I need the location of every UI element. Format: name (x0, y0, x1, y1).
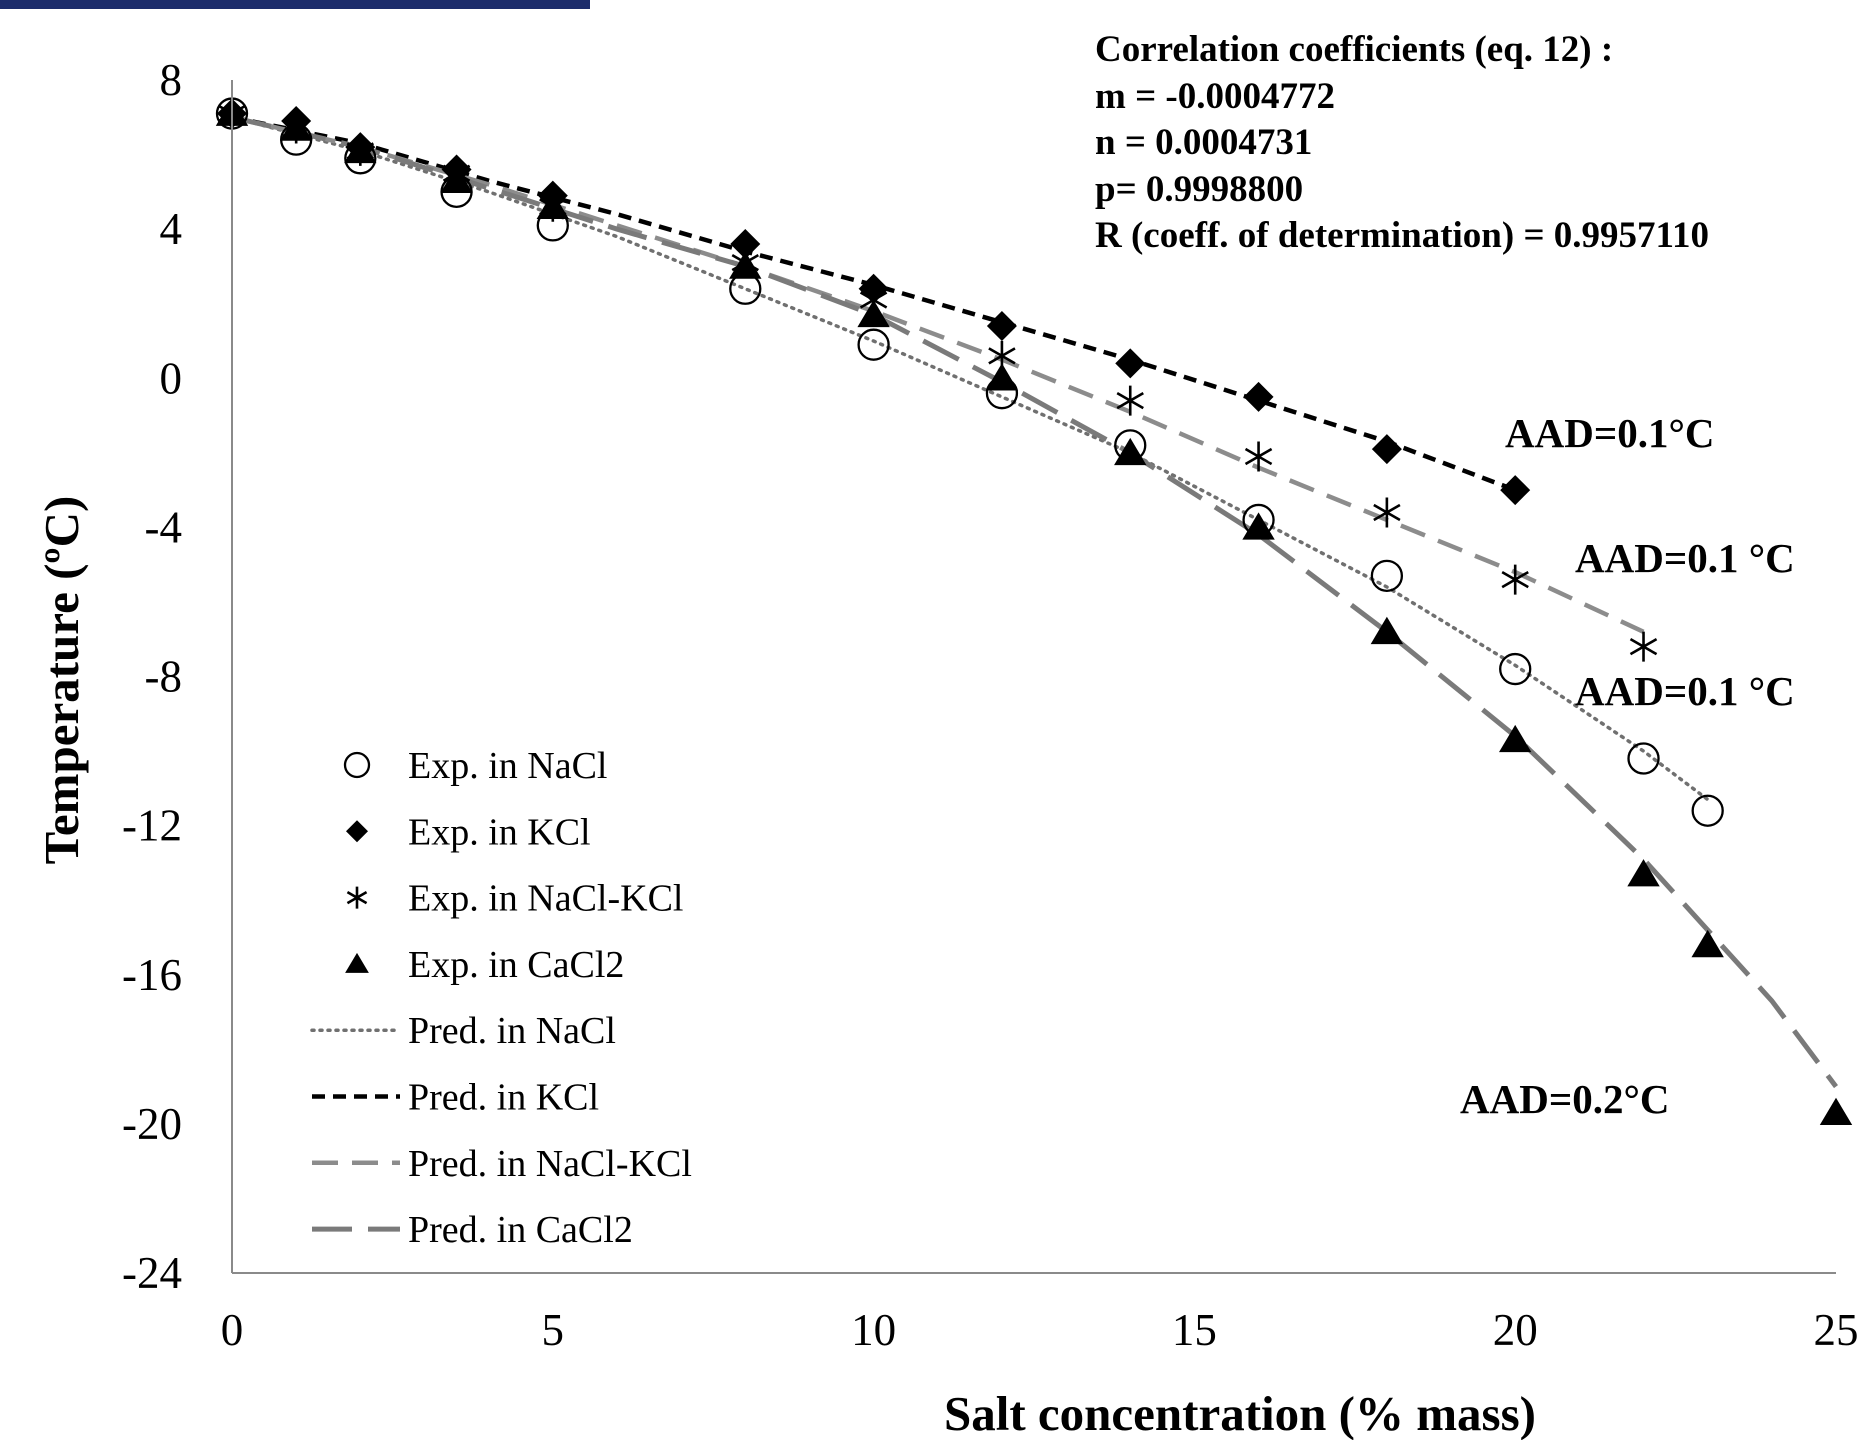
exp-in-kcl-point (730, 229, 761, 260)
aad-labels: AAD=0.1°C AAD=0.1 °C AAD=0.1 °C AAD=0.2°… (1460, 410, 1795, 1122)
prediction-lines (230, 114, 1839, 1089)
exp-in-nacl-kcl-point (1373, 497, 1401, 528)
legend-pred-in-kcl-label: Pred. in KCl (408, 1077, 599, 1119)
y-tick-label: -4 (145, 502, 183, 552)
legend-pred-in-cacl2-label: Pred. in CaCl2 (408, 1209, 633, 1251)
legend-exp-in-nacl-kcl-label: Exp. in NaCl-KCl (408, 878, 683, 920)
exp-in-nacl-point (1627, 742, 1660, 775)
exp-in-cacl2-point (440, 165, 473, 193)
coefficient-n: n = 0.0004731 (1095, 122, 1312, 163)
x-tick-label: 15 (1172, 1305, 1217, 1355)
y-tick-label: 0 (160, 353, 183, 403)
exp-in-cacl2-point (344, 135, 377, 164)
aad-label-cacl2: AAD=0.2°C (1460, 1076, 1669, 1122)
legend-exp-in-kcl-symbol (346, 820, 368, 843)
legend-exp-in-nacl-label: Exp. in NaCl (408, 745, 607, 787)
exp-in-cacl2-point (1499, 724, 1532, 753)
aad-label-nacl: AAD=0.1 °C (1575, 668, 1795, 714)
legend-exp-in-cacl2-symbol (345, 952, 369, 973)
pred-in-cacl2-line (231, 114, 1839, 1089)
exp-in-cacl2-point (729, 251, 762, 279)
exp-in-cacl2-point (536, 191, 569, 220)
exp-in-nacl-point (1370, 559, 1404, 592)
exp-in-cacl2-point (857, 299, 890, 328)
exp-in-nacl-kcl-point (1501, 564, 1529, 595)
x-tick-label: 25 (1814, 1305, 1859, 1355)
y-tick-label: -16 (122, 950, 182, 1000)
x-tick-label: 20 (1493, 1305, 1538, 1355)
legend-exp-in-nacl-kcl-symbol (346, 886, 368, 909)
exp-in-cacl2-point (279, 113, 313, 141)
exp-in-kcl-point (1115, 348, 1146, 379)
exp-in-cacl2-point (1370, 616, 1404, 645)
exp-in-nacl-kcl-point (1244, 441, 1273, 472)
exp-in-kcl-point (1500, 475, 1531, 506)
correlation-title: Correlation coefficients (eq. 12) : (1095, 29, 1613, 70)
x-tick-label: 5 (542, 1305, 565, 1355)
x-axis-title: Salt concentration (% mass) (944, 1386, 1536, 1440)
exp-in-cacl2-point (1691, 929, 1724, 958)
coefficient-r: R (coeff. of determination) = 0.9957110 (1095, 215, 1709, 256)
top-banner-bar (0, 0, 590, 9)
exp-in-kcl-point (986, 311, 1017, 342)
exp-in-cacl2-point (1819, 1097, 1853, 1125)
legend-pred-in-nacl-kcl-label: Pred. in NaCl-KCl (408, 1143, 692, 1185)
legend: Exp. in NaCl Exp. in KCl Exp. in NaCl-KCl E… (310, 745, 692, 1251)
legend-pred-in-nacl-label: Pred. in NaCl (408, 1010, 616, 1052)
y-tick-label: -8 (145, 652, 183, 702)
exp-in-cacl2-point (1242, 512, 1275, 540)
exp-in-nacl-point (1499, 652, 1532, 686)
exp-in-kcl-point (1371, 434, 1402, 465)
exp-in-cacl2-point (985, 363, 1019, 391)
axes (231, 80, 1836, 1274)
x-tick-labels: 0 5 10 15 20 25 (221, 1305, 1859, 1355)
coefficient-p: p= 0.9998800 (1095, 169, 1303, 210)
pred-in-nacl-line (230, 115, 1710, 802)
exp-in-kcl-point (1243, 381, 1274, 412)
aad-label-nacl-kcl: AAD=0.1 °C (1575, 535, 1795, 581)
legend-exp-in-nacl-symbol (343, 751, 371, 779)
aad-label-kcl: AAD=0.1°C (1505, 410, 1714, 456)
y-tick-labels: 8 4 0 -4 -8 -12 -16 -20 -24 (122, 55, 182, 1298)
coefficient-m: m = -0.0004772 (1095, 76, 1335, 117)
y-tick-label: 8 (160, 55, 183, 105)
exp-in-nacl-point (1691, 794, 1724, 827)
x-tick-label: 0 (221, 1305, 244, 1355)
y-axis-title: Temperature (ºC) (34, 496, 89, 865)
legend-exp-in-cacl2-label: Exp. in CaCl2 (408, 944, 624, 986)
y-tick-label: 4 (160, 204, 183, 254)
experimental-markers (215, 97, 1853, 1125)
exp-in-nacl-kcl-point (1116, 385, 1144, 416)
exp-in-cacl2-point (1114, 437, 1147, 466)
y-tick-label: -24 (122, 1248, 182, 1298)
exp-in-cacl2-point (1627, 859, 1660, 887)
pred-in-nacl-kcl-line (231, 115, 1645, 634)
exp-in-nacl-point (857, 328, 890, 361)
y-tick-label: -12 (122, 801, 182, 851)
y-tick-label: -20 (122, 1099, 182, 1149)
correlation-coefficients-box: Correlation coefficients (eq. 12) : m = … (1095, 29, 1709, 256)
legend-exp-in-kcl-label: Exp. in KCl (408, 811, 591, 853)
exp-in-nacl-kcl-point (1629, 631, 1658, 662)
x-tick-label: 10 (851, 1305, 896, 1355)
